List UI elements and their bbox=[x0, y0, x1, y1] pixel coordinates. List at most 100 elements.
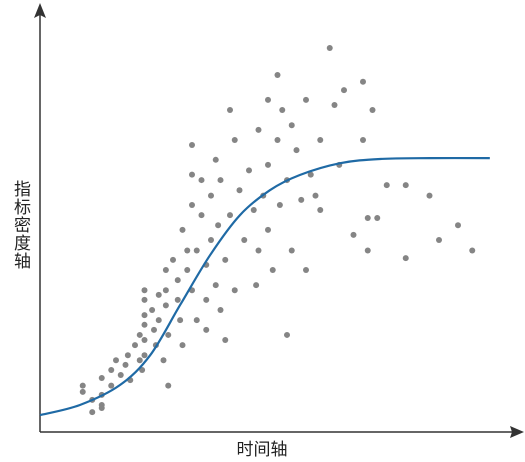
point bbox=[141, 321, 148, 328]
point bbox=[160, 357, 167, 364]
point bbox=[151, 326, 157, 333]
point bbox=[293, 147, 300, 154]
point bbox=[122, 361, 129, 368]
point bbox=[212, 156, 219, 163]
point bbox=[265, 161, 271, 168]
point bbox=[177, 317, 184, 324]
point bbox=[155, 291, 162, 298]
point bbox=[402, 182, 409, 189]
point bbox=[312, 192, 319, 199]
point bbox=[208, 236, 214, 243]
point bbox=[288, 247, 295, 254]
point bbox=[141, 312, 148, 319]
point bbox=[360, 78, 366, 85]
point bbox=[98, 374, 105, 381]
fit-curve bbox=[39, 156, 490, 417]
point bbox=[217, 307, 224, 314]
point bbox=[113, 357, 119, 364]
point bbox=[162, 302, 169, 309]
point bbox=[303, 266, 309, 273]
point bbox=[198, 177, 205, 184]
point bbox=[162, 266, 169, 273]
point bbox=[364, 247, 371, 254]
point bbox=[79, 382, 86, 389]
point bbox=[189, 171, 195, 178]
point bbox=[265, 96, 271, 103]
point bbox=[184, 266, 191, 273]
point bbox=[184, 247, 191, 254]
point bbox=[360, 136, 366, 143]
point bbox=[250, 207, 257, 214]
x-axis-label: 时间轴 bbox=[237, 440, 288, 460]
point bbox=[436, 236, 442, 243]
point bbox=[227, 107, 233, 114]
point bbox=[274, 136, 281, 143]
point bbox=[269, 266, 276, 273]
point bbox=[455, 222, 461, 229]
point bbox=[374, 215, 381, 222]
point bbox=[170, 256, 176, 263]
point bbox=[89, 409, 96, 416]
point bbox=[174, 277, 181, 284]
point bbox=[165, 382, 172, 389]
point bbox=[227, 212, 233, 219]
point bbox=[136, 357, 143, 364]
point bbox=[307, 171, 314, 178]
point bbox=[303, 96, 309, 103]
point bbox=[149, 307, 156, 314]
point bbox=[231, 136, 238, 143]
point bbox=[162, 287, 169, 294]
point bbox=[222, 337, 229, 344]
point bbox=[141, 352, 148, 359]
point bbox=[255, 247, 262, 254]
point bbox=[139, 366, 146, 373]
point bbox=[231, 287, 238, 294]
point bbox=[108, 366, 115, 373]
point bbox=[369, 107, 376, 114]
point bbox=[141, 296, 148, 303]
point bbox=[124, 352, 131, 359]
point bbox=[284, 331, 290, 338]
y-axis-arrow bbox=[34, 3, 46, 18]
point bbox=[98, 404, 105, 411]
point bbox=[79, 388, 86, 395]
point bbox=[253, 282, 260, 289]
point bbox=[132, 342, 138, 349]
point bbox=[317, 136, 324, 143]
point bbox=[141, 287, 148, 294]
point bbox=[341, 87, 347, 94]
point bbox=[222, 256, 229, 263]
y-axis-label: 指标密度轴 bbox=[10, 180, 31, 270]
point bbox=[179, 342, 186, 349]
point bbox=[155, 317, 162, 324]
x-axis-arrow bbox=[510, 426, 524, 438]
point bbox=[117, 372, 124, 379]
point bbox=[255, 126, 262, 133]
point bbox=[189, 142, 195, 149]
point bbox=[179, 226, 186, 233]
point bbox=[193, 317, 200, 324]
point bbox=[165, 331, 172, 338]
point bbox=[469, 247, 476, 254]
point bbox=[279, 107, 286, 114]
point bbox=[265, 226, 271, 233]
point bbox=[174, 296, 181, 303]
point bbox=[246, 167, 252, 174]
point bbox=[276, 201, 283, 208]
point bbox=[383, 182, 390, 189]
point bbox=[350, 231, 357, 238]
point bbox=[241, 236, 248, 243]
point bbox=[108, 382, 115, 389]
point bbox=[364, 215, 371, 222]
point bbox=[317, 207, 324, 214]
point bbox=[203, 296, 210, 303]
point bbox=[193, 247, 200, 254]
point bbox=[288, 122, 295, 129]
point bbox=[215, 222, 222, 229]
point bbox=[141, 337, 148, 344]
point bbox=[198, 212, 205, 219]
point bbox=[236, 187, 243, 194]
point bbox=[136, 331, 143, 338]
point bbox=[208, 192, 214, 199]
